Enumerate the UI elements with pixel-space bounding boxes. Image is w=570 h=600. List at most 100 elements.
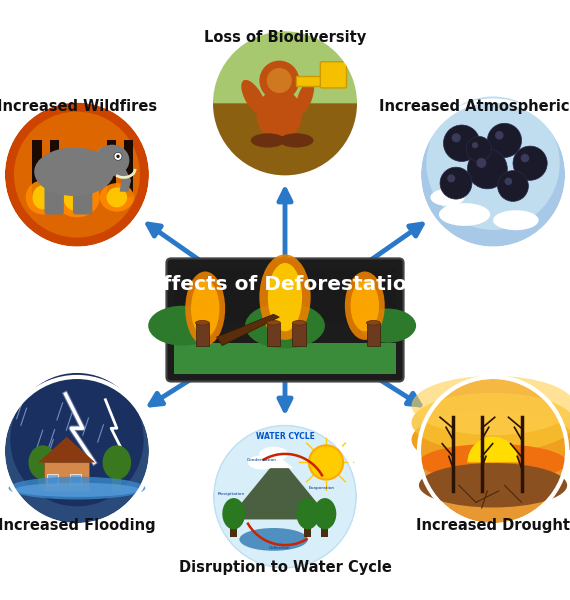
Text: Disruption to Water Cycle: Disruption to Water Cycle xyxy=(178,560,392,575)
Ellipse shape xyxy=(256,89,302,140)
Ellipse shape xyxy=(95,147,109,170)
FancyBboxPatch shape xyxy=(44,180,64,214)
Circle shape xyxy=(477,158,486,168)
Text: Increased Atmospheric CO2: Increased Atmospheric CO2 xyxy=(378,98,570,114)
Circle shape xyxy=(211,29,359,178)
FancyBboxPatch shape xyxy=(73,180,92,214)
Ellipse shape xyxy=(248,455,276,470)
Circle shape xyxy=(426,97,560,230)
FancyBboxPatch shape xyxy=(44,463,89,491)
Ellipse shape xyxy=(95,145,129,176)
Polygon shape xyxy=(217,314,279,346)
Text: Increased Drought: Increased Drought xyxy=(416,518,570,533)
Ellipse shape xyxy=(296,80,314,115)
Text: Condensation: Condensation xyxy=(247,458,277,461)
Ellipse shape xyxy=(222,498,245,529)
FancyBboxPatch shape xyxy=(124,140,133,197)
Circle shape xyxy=(466,136,491,161)
Text: Collection: Collection xyxy=(268,546,290,550)
Ellipse shape xyxy=(245,303,325,349)
Ellipse shape xyxy=(296,498,319,529)
FancyBboxPatch shape xyxy=(320,62,347,88)
Circle shape xyxy=(267,68,292,93)
Ellipse shape xyxy=(292,320,306,325)
FancyBboxPatch shape xyxy=(174,343,396,374)
Ellipse shape xyxy=(259,254,311,340)
FancyBboxPatch shape xyxy=(196,323,209,346)
Text: Increased Flooding: Increased Flooding xyxy=(0,518,156,533)
Ellipse shape xyxy=(314,498,336,529)
Circle shape xyxy=(114,152,122,160)
Ellipse shape xyxy=(359,308,416,343)
Ellipse shape xyxy=(279,133,314,148)
Text: WATER CYCLE: WATER CYCLE xyxy=(255,432,315,442)
Ellipse shape xyxy=(419,444,567,481)
FancyBboxPatch shape xyxy=(50,140,59,197)
FancyBboxPatch shape xyxy=(107,140,116,197)
Circle shape xyxy=(419,100,567,249)
Circle shape xyxy=(520,154,529,163)
Circle shape xyxy=(211,422,359,571)
Ellipse shape xyxy=(430,189,465,206)
Ellipse shape xyxy=(412,410,570,469)
Circle shape xyxy=(513,146,547,180)
Circle shape xyxy=(309,445,343,479)
FancyBboxPatch shape xyxy=(304,514,311,536)
Circle shape xyxy=(443,125,480,161)
Circle shape xyxy=(447,175,455,182)
Ellipse shape xyxy=(63,184,91,211)
Ellipse shape xyxy=(32,185,53,209)
Ellipse shape xyxy=(26,180,60,215)
FancyBboxPatch shape xyxy=(174,269,396,323)
Circle shape xyxy=(467,149,507,189)
Circle shape xyxy=(440,167,472,199)
Text: Increased Wildfires: Increased Wildfires xyxy=(0,98,157,114)
Ellipse shape xyxy=(107,187,127,208)
FancyBboxPatch shape xyxy=(230,514,237,536)
Ellipse shape xyxy=(412,376,570,435)
Circle shape xyxy=(259,61,299,101)
Polygon shape xyxy=(118,169,131,192)
Polygon shape xyxy=(38,437,95,463)
Ellipse shape xyxy=(54,178,100,217)
Wedge shape xyxy=(211,103,359,178)
FancyBboxPatch shape xyxy=(367,323,380,346)
Circle shape xyxy=(472,142,478,148)
Circle shape xyxy=(3,100,151,249)
Wedge shape xyxy=(467,437,519,463)
Ellipse shape xyxy=(103,445,131,479)
Circle shape xyxy=(10,373,144,506)
Ellipse shape xyxy=(34,148,114,196)
Ellipse shape xyxy=(259,447,288,461)
FancyBboxPatch shape xyxy=(292,323,306,346)
Circle shape xyxy=(495,131,504,140)
Ellipse shape xyxy=(419,463,567,508)
Ellipse shape xyxy=(239,528,308,551)
FancyBboxPatch shape xyxy=(321,514,328,536)
Polygon shape xyxy=(228,457,331,520)
Ellipse shape xyxy=(345,271,385,340)
Polygon shape xyxy=(271,457,294,468)
Ellipse shape xyxy=(196,320,209,325)
Circle shape xyxy=(215,426,356,567)
Circle shape xyxy=(116,155,120,158)
Text: Loss of Biodiversity: Loss of Biodiversity xyxy=(204,31,366,46)
Circle shape xyxy=(14,112,140,238)
Circle shape xyxy=(451,133,461,142)
FancyBboxPatch shape xyxy=(70,474,81,485)
Circle shape xyxy=(504,178,512,185)
FancyBboxPatch shape xyxy=(112,463,121,491)
Circle shape xyxy=(3,377,151,525)
Ellipse shape xyxy=(185,271,225,346)
Ellipse shape xyxy=(251,133,285,148)
Ellipse shape xyxy=(191,280,219,337)
Text: Effects of Deforestation: Effects of Deforestation xyxy=(149,275,421,294)
Ellipse shape xyxy=(14,482,140,497)
Ellipse shape xyxy=(267,320,280,325)
Ellipse shape xyxy=(412,393,570,452)
Ellipse shape xyxy=(28,445,57,479)
FancyBboxPatch shape xyxy=(296,76,345,86)
FancyBboxPatch shape xyxy=(166,259,404,382)
FancyBboxPatch shape xyxy=(47,474,58,485)
Text: Evaporation: Evaporation xyxy=(309,486,335,490)
